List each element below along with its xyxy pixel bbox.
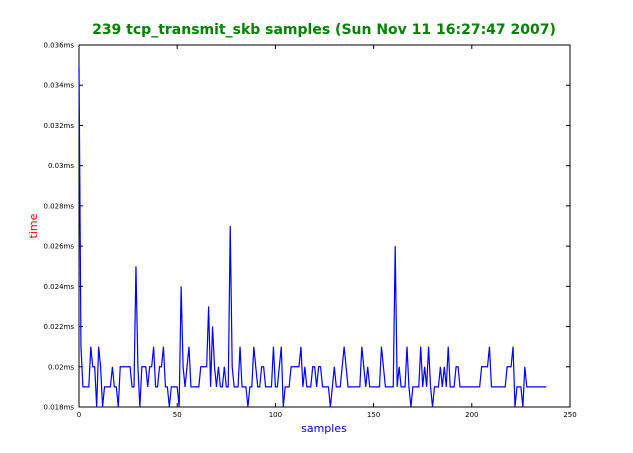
x-tick-label: 250 <box>563 411 576 419</box>
y-tick-label: 0.024ms <box>43 283 74 291</box>
x-tick-label: 50 <box>173 411 182 419</box>
chart-title: 239 tcp_transmit_skb samples (Sun Nov 11… <box>92 22 556 38</box>
plot-frame <box>78 44 571 408</box>
series-line <box>78 65 547 408</box>
y-tick-label: 0.036ms <box>43 42 74 50</box>
tick-label-layer: 0 50 100 150 200 250 0.018ms 0.02ms 0.022ms 0.024… <box>43 42 576 420</box>
x-axis-label: samples <box>301 422 347 435</box>
series-layer <box>78 65 547 408</box>
y-tick-label: 0.02ms <box>48 363 74 371</box>
x-tick-label: 150 <box>367 411 380 419</box>
x-tick-label: 100 <box>269 411 282 419</box>
y-tick-label: 0.028ms <box>43 202 74 210</box>
y-tick-label: 0.026ms <box>43 243 74 251</box>
y-tick-label: 0.022ms <box>43 323 74 331</box>
y-axis-label: time <box>27 213 40 238</box>
x-tick-label: 0 <box>77 411 81 419</box>
y-tick-label: 0.032ms <box>43 122 74 130</box>
y-tick-label: 0.018ms <box>43 404 74 412</box>
y-tick-label: 0.03ms <box>48 162 74 170</box>
x-tick-label: 200 <box>465 411 478 419</box>
y-tick-label: 0.034ms <box>43 82 74 90</box>
